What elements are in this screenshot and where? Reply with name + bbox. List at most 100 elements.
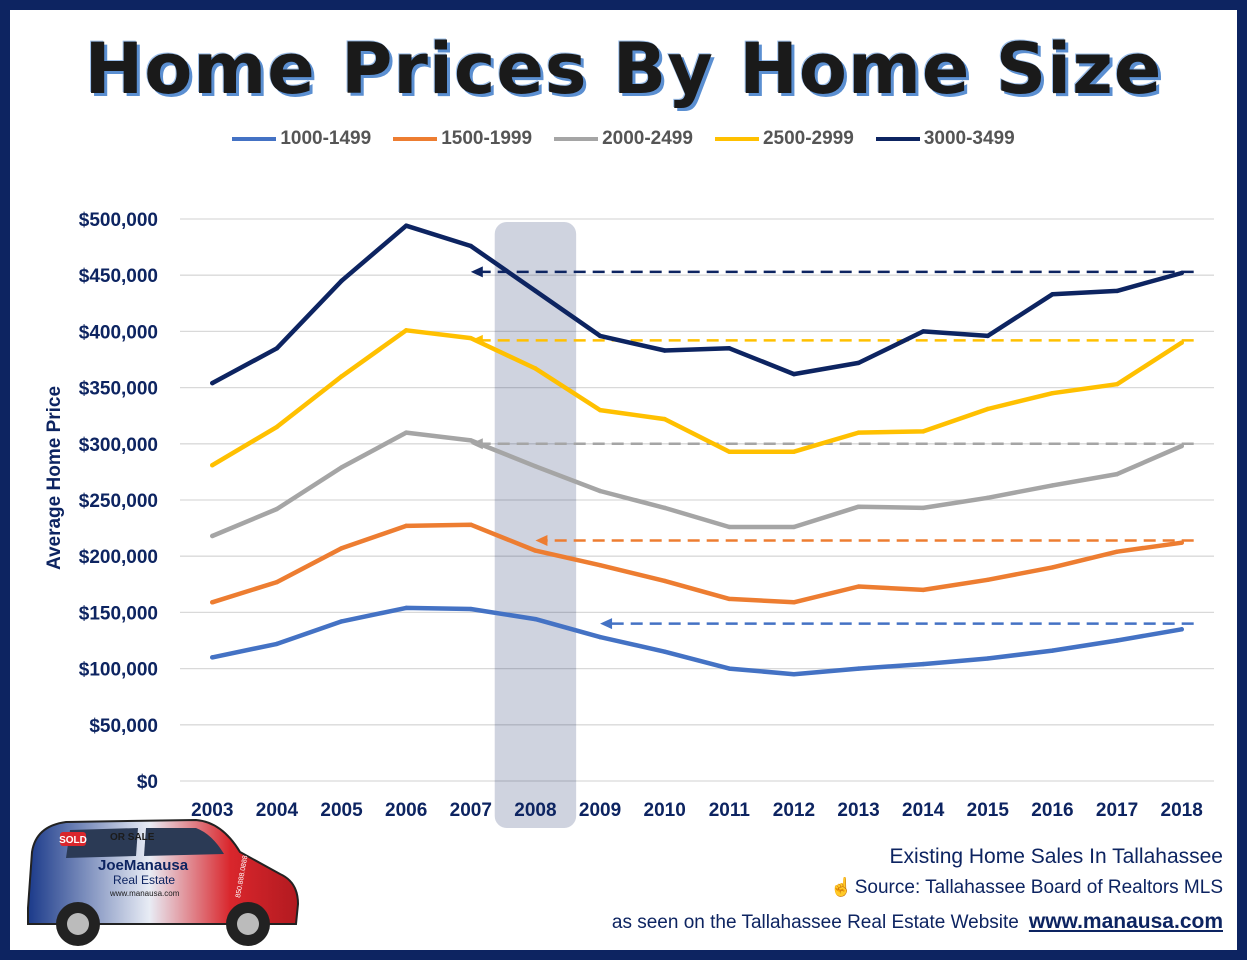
y-tick-label: $150,000 xyxy=(79,603,158,624)
data-point xyxy=(597,634,603,640)
y-tick-label: $100,000 xyxy=(79,660,158,681)
data-point xyxy=(856,360,861,366)
data-point xyxy=(210,655,215,660)
data-point xyxy=(339,619,344,624)
legend-entry: 2000-2499 xyxy=(554,128,693,150)
legend-label: 2500-2999 xyxy=(762,128,854,149)
data-point xyxy=(727,524,732,530)
data-point xyxy=(468,335,474,341)
footer-website-text: as seen on the Tallahassee Real Estate W… xyxy=(611,912,1019,933)
data-point xyxy=(662,649,667,654)
data-point xyxy=(727,596,732,602)
data-point xyxy=(662,348,667,353)
data-point xyxy=(274,579,280,585)
legend-entry: 1500-1999 xyxy=(393,128,532,150)
footer-website-line: as seen on the Tallahassee Real Estate W… xyxy=(612,910,1223,934)
data-point xyxy=(1114,638,1120,643)
y-tick-label: $300,000 xyxy=(79,435,158,456)
data-point xyxy=(662,578,667,584)
data-point xyxy=(1050,391,1055,396)
data-point xyxy=(339,374,344,379)
data-point xyxy=(856,584,861,589)
legend-swatch xyxy=(714,136,759,141)
data-point xyxy=(985,495,991,500)
data-point xyxy=(1050,565,1055,570)
x-tick-label: 2007 xyxy=(450,800,492,821)
data-point xyxy=(1114,382,1120,387)
data-point xyxy=(339,546,344,551)
x-tick-label: 2014 xyxy=(902,800,945,821)
x-tick-label: 2012 xyxy=(773,800,815,821)
data-point xyxy=(597,407,603,413)
legend-swatch xyxy=(232,136,277,141)
data-point xyxy=(985,577,991,583)
reference-arrow-head xyxy=(535,534,548,546)
data-point xyxy=(468,438,474,443)
data-point xyxy=(985,333,991,339)
data-point xyxy=(533,548,538,553)
data-point xyxy=(210,600,215,605)
data-point xyxy=(920,329,926,334)
data-point xyxy=(597,562,603,568)
x-tick-label: 2013 xyxy=(837,800,879,821)
data-point xyxy=(274,346,280,351)
x-tick-label: 2005 xyxy=(320,800,363,821)
legend-entry: 2500-2999 xyxy=(714,128,854,150)
car-brand-subtext: Real Estate xyxy=(113,873,175,887)
data-point xyxy=(856,430,861,435)
legend-label: 1000-1499 xyxy=(280,128,372,149)
data-point xyxy=(339,278,344,284)
car-brand-text: JoeManausa xyxy=(98,857,189,874)
data-point xyxy=(791,600,797,605)
data-point xyxy=(920,661,926,667)
x-tick-label: 2018 xyxy=(1161,800,1203,821)
data-point xyxy=(274,424,280,430)
y-tick-label: $50,000 xyxy=(89,716,158,737)
data-point xyxy=(1179,627,1184,632)
legend-label: 1500-1999 xyxy=(441,128,533,149)
data-point xyxy=(920,505,926,511)
series-line xyxy=(210,605,1184,677)
data-point xyxy=(1114,288,1120,294)
legend-swatch xyxy=(554,136,599,141)
data-point xyxy=(791,524,797,530)
data-point xyxy=(662,416,667,422)
data-point xyxy=(791,449,797,454)
footer-source-text: Source: Tallahassee Board of Realtors ML… xyxy=(854,877,1223,898)
data-point xyxy=(210,462,215,468)
data-point xyxy=(1179,270,1184,276)
data-point xyxy=(856,504,861,509)
car-illustration: SOLD OR SALE JoeManausa Real Estate www.… xyxy=(27,818,300,946)
hand-icon: ☝ xyxy=(830,877,853,897)
data-point xyxy=(533,616,538,622)
x-tick-label: 2017 xyxy=(1096,800,1138,821)
series-line xyxy=(210,522,1184,605)
footer-subtitle: Existing Home Sales In Tallahassee xyxy=(889,845,1223,868)
data-point xyxy=(533,288,538,294)
data-point xyxy=(403,223,409,228)
website-link[interactable]: www.manausa.com xyxy=(1028,910,1223,933)
data-point xyxy=(274,641,280,647)
x-tick-label: 2011 xyxy=(709,800,751,821)
data-point xyxy=(856,666,861,671)
footer-source: ☝ Source: Tallahassee Board of Realtors M… xyxy=(830,877,1223,899)
sold-sign xyxy=(60,832,86,846)
data-point xyxy=(468,522,474,527)
y-tick-label: $200,000 xyxy=(79,547,158,568)
data-point xyxy=(727,346,732,351)
data-point xyxy=(274,506,280,512)
chart-legend: 1000-1499 1500-1999 2000-2499 2500-2999 3000… xyxy=(0,128,1247,150)
data-point xyxy=(597,488,603,494)
data-point xyxy=(339,465,344,470)
x-tick-label: 2004 xyxy=(256,800,299,821)
y-tick-label: $500,000 xyxy=(79,210,158,231)
reference-arrow-head xyxy=(600,618,613,630)
x-tick-label: 2003 xyxy=(191,800,233,821)
x-tick-label: 2008 xyxy=(514,800,556,821)
data-point xyxy=(468,243,474,249)
data-point xyxy=(985,406,991,412)
data-point xyxy=(791,672,797,677)
data-point xyxy=(920,429,926,434)
data-point xyxy=(1114,549,1120,554)
data-point xyxy=(533,464,538,469)
